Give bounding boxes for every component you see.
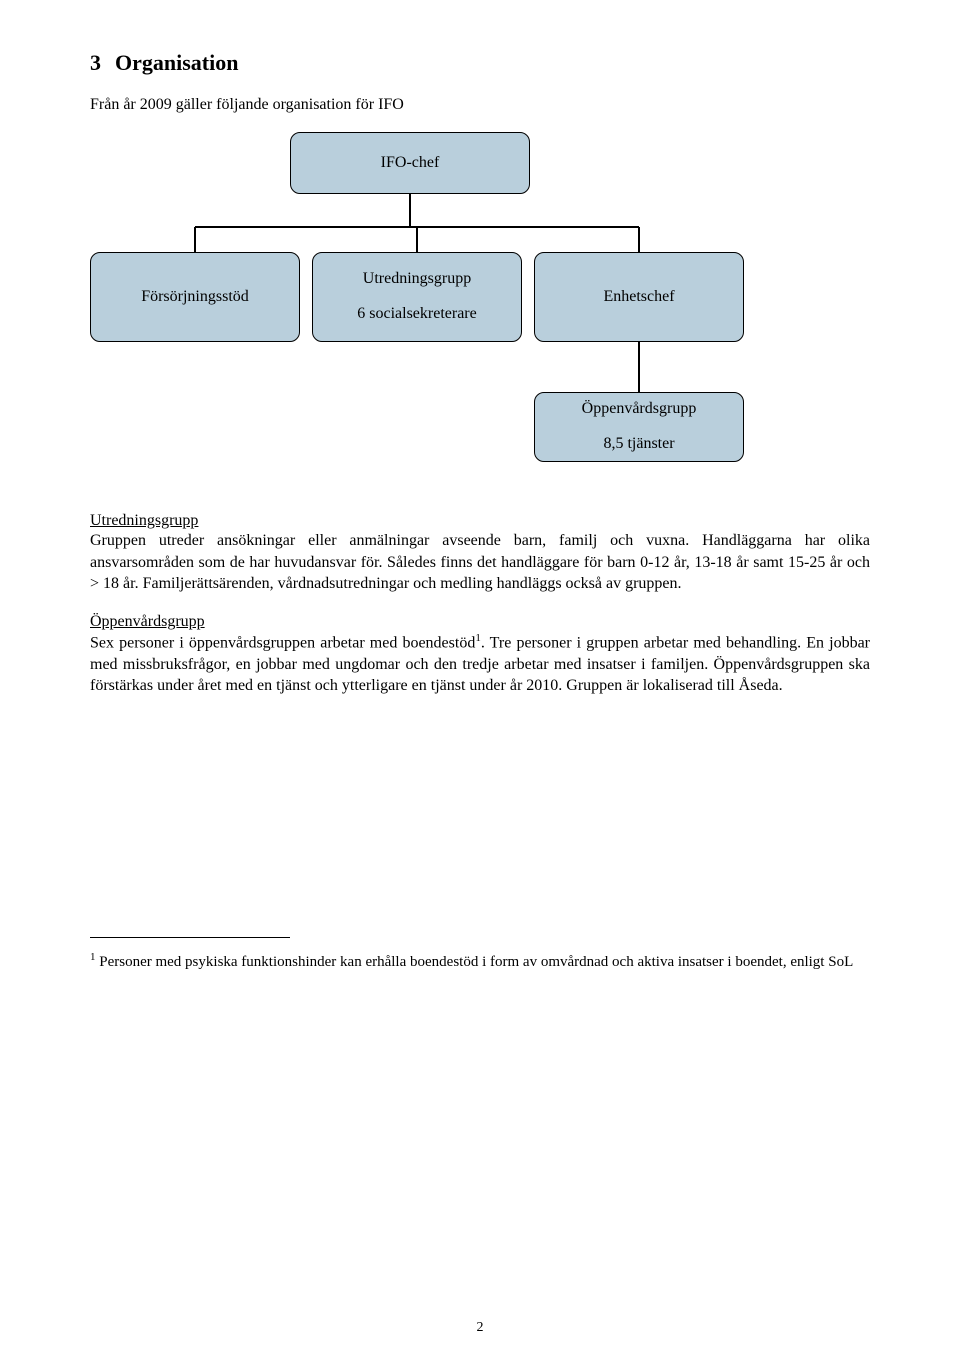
footnote: 1 Personer med psykiska funktionshinder … xyxy=(90,950,870,972)
org-chart: IFO-chef Försörjningsstöd Utredningsgrupp 6… xyxy=(90,132,870,482)
heading-title: Organisation xyxy=(115,50,238,75)
org-node-forsorj: Försörjningsstöd xyxy=(90,252,300,342)
org-node-sublabel: 8,5 tjänster xyxy=(603,434,674,455)
org-node-label: Öppenvårdsgrupp xyxy=(582,399,697,420)
org-node-oppen: Öppenvårdsgrupp 8,5 tjänster xyxy=(534,392,744,462)
org-node-label: Utredningsgrupp xyxy=(363,269,471,290)
org-node-enhet: Enhetschef xyxy=(534,252,744,342)
intro-text: Från år 2009 gäller följande organisatio… xyxy=(90,96,870,114)
footnote-separator xyxy=(90,937,290,938)
org-connector xyxy=(194,227,196,252)
org-node-label: IFO-chef xyxy=(381,153,440,174)
org-connector xyxy=(409,194,411,227)
heading-number: 3 xyxy=(90,50,101,75)
org-connector xyxy=(638,342,640,392)
org-node-sublabel: 6 socialsekreterare xyxy=(357,304,476,325)
org-connector xyxy=(416,227,418,252)
org-node-utredning: Utredningsgrupp 6 socialsekreterare xyxy=(312,252,522,342)
page-number: 2 xyxy=(0,1320,960,1336)
footnote-text: Personer med psykiska funktionshinder ka… xyxy=(96,954,854,970)
utredning-title: Utredningsgrupp xyxy=(90,512,870,530)
org-node-label: Försörjningsstöd xyxy=(141,287,249,308)
utredning-paragraph: Gruppen utreder ansökningar eller anmäln… xyxy=(90,530,870,595)
oppen-title: Öppenvårdsgrupp xyxy=(90,613,870,631)
section-heading: 3 Organisation xyxy=(90,50,870,76)
oppen-pre: Sex personer i öppenvårdsgruppen arbetar… xyxy=(90,634,475,651)
oppen-paragraph: Sex personer i öppenvårdsgruppen arbetar… xyxy=(90,631,870,697)
org-connector xyxy=(638,227,640,252)
org-node-chef: IFO-chef xyxy=(290,132,530,194)
org-node-label: Enhetschef xyxy=(603,287,674,308)
